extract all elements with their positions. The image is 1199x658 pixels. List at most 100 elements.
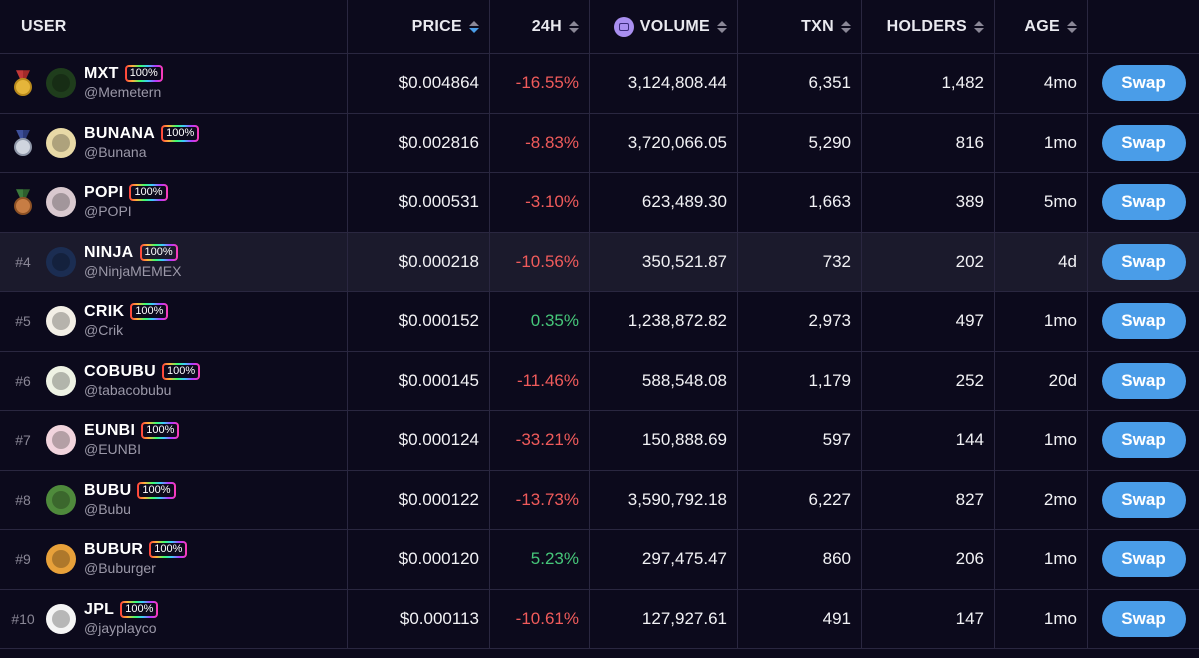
token-handle[interactable]: @jayplayco <box>84 619 157 636</box>
token-identity: BUNANA 100% @Bunana <box>84 124 199 162</box>
token-avatar <box>46 127 76 158</box>
holders-cell: 206 <box>862 530 995 589</box>
age-value: 1mo <box>1043 430 1077 450</box>
change-cell: 0.35% <box>490 292 590 351</box>
txn-value: 597 <box>822 430 851 450</box>
age-value: 1mo <box>1043 132 1077 152</box>
holders-value: 206 <box>955 549 984 569</box>
age-cell: 1mo <box>995 589 1088 648</box>
token-name[interactable]: CRIK <box>84 303 125 321</box>
table-row[interactable]: #10 JPL 100% @jayplayco $0.000113 -10.61… <box>0 589 1199 649</box>
price-cell: $0.000122 <box>348 470 490 529</box>
change-value: -16.55% <box>515 73 579 93</box>
action-cell: Swap <box>1088 530 1199 589</box>
sort-icon[interactable] <box>569 20 579 33</box>
token-name[interactable]: MXT <box>84 65 119 83</box>
token-identity: COBUBU 100% @tabacobubu <box>84 362 200 400</box>
token-handle[interactable]: @Buburger <box>84 560 156 577</box>
token-name[interactable]: EUNBI <box>84 422 136 440</box>
table-row[interactable]: #6 COBUBU 100% @tabacobubu $0.000145 -11… <box>0 351 1199 411</box>
change-value: 5.23% <box>530 549 579 569</box>
token-handle[interactable]: @Crik <box>84 322 124 339</box>
sort-icon[interactable] <box>1067 20 1077 33</box>
token-identity: EUNBI 100% @EUNBI <box>84 421 179 459</box>
token-cell[interactable]: #9 BUBUR 100% @Buburger <box>0 530 348 589</box>
token-cell[interactable]: #10 JPL 100% @jayplayco <box>0 589 348 648</box>
table-row[interactable]: #5 CRIK 100% @Crik $0.000152 0.35% 1,238… <box>0 292 1199 352</box>
swap-button[interactable]: Swap <box>1101 303 1186 340</box>
table-row[interactable]: #7 EUNBI 100% @EUNBI $0.000124 -33.21% 1… <box>0 411 1199 471</box>
swap-button[interactable]: Swap <box>1101 481 1186 518</box>
swap-button[interactable]: Swap <box>1101 541 1186 578</box>
percent-badge: 100% <box>140 244 178 261</box>
column-header-action <box>1088 0 1199 53</box>
token-handle[interactable]: @Bubu <box>84 500 131 517</box>
token-handle[interactable]: @EUNBI <box>84 441 141 458</box>
token-name[interactable]: JPL <box>84 600 115 618</box>
token-name[interactable]: NINJA <box>84 243 134 261</box>
column-header-age[interactable]: AGE <box>995 0 1088 53</box>
token-name[interactable]: POPI <box>84 184 124 202</box>
change-value: -3.10% <box>525 192 579 212</box>
table-row[interactable]: #4 NINJA 100% @NinjaMEMEX $0.000218 -10.… <box>0 232 1199 292</box>
swap-button[interactable]: Swap <box>1101 362 1186 399</box>
percent-badge: 100% <box>149 541 187 558</box>
column-header-24h[interactable]: 24H <box>490 0 590 53</box>
table-row[interactable]: BUNANA 100% @Bunana $0.002816 -8.83% 3,7… <box>0 113 1199 173</box>
column-header-volume[interactable]: VOLUME <box>590 0 738 53</box>
swap-button[interactable]: Swap <box>1101 243 1186 280</box>
token-cell[interactable]: #6 COBUBU 100% @tabacobubu <box>0 351 348 410</box>
table-row[interactable]: POPI 100% @POPI $0.000531 -3.10% 623,489… <box>0 173 1199 233</box>
token-name[interactable]: BUBUR <box>84 541 144 559</box>
swap-button[interactable]: Swap <box>1101 422 1186 459</box>
token-handle[interactable]: @POPI <box>84 203 132 220</box>
token-name[interactable]: BUBU <box>84 481 132 499</box>
sort-icon[interactable] <box>841 20 851 33</box>
percent-badge: 100% <box>129 184 167 201</box>
token-handle[interactable]: @NinjaMEMEX <box>84 262 182 279</box>
token-handle[interactable]: @Bunana <box>84 143 147 160</box>
volume-value: 350,521.87 <box>641 251 727 271</box>
txn-cell: 597 <box>738 411 862 470</box>
table-row[interactable]: #9 BUBUR 100% @Buburger $0.000120 5.23% … <box>0 530 1199 590</box>
swap-button[interactable]: Swap <box>1101 184 1186 221</box>
token-cell[interactable]: #5 CRIK 100% @Crik <box>0 292 348 351</box>
token-handle[interactable]: @tabacobubu <box>84 381 172 398</box>
sort-icon[interactable] <box>717 20 727 33</box>
column-header-price[interactable]: PRICE <box>348 0 490 53</box>
token-avatar <box>46 484 76 515</box>
swap-button[interactable]: Swap <box>1101 600 1186 637</box>
change-value: -33.21% <box>515 430 579 450</box>
sort-icon[interactable] <box>974 20 984 33</box>
percent-badge: 100% <box>141 422 179 439</box>
volume-cell: 1,238,872.82 <box>590 292 738 351</box>
action-cell: Swap <box>1088 233 1199 292</box>
action-cell: Swap <box>1088 292 1199 351</box>
change-value: -8.83% <box>525 132 579 152</box>
table-row[interactable]: MXT 100% @Memetern $0.004864 -16.55% 3,1… <box>0 54 1199 114</box>
column-header-user[interactable]: USER <box>0 0 348 53</box>
swap-button[interactable]: Swap <box>1101 65 1186 102</box>
age-value: 4mo <box>1043 73 1077 93</box>
column-header-txn[interactable]: TXN <box>738 0 862 53</box>
price-cell: $0.000218 <box>348 232 490 291</box>
token-cell[interactable]: MXT 100% @Memetern <box>0 54 348 113</box>
token-identity: BUBUR 100% @Buburger <box>84 540 187 578</box>
token-cell[interactable]: #8 BUBU 100% @Bubu <box>0 470 348 529</box>
token-name[interactable]: BUNANA <box>84 124 156 142</box>
sort-icon[interactable] <box>469 20 479 33</box>
token-handle[interactable]: @Memetern <box>84 84 162 101</box>
age-cell: 1mo <box>995 292 1088 351</box>
token-cell[interactable]: #4 NINJA 100% @NinjaMEMEX <box>0 232 348 291</box>
token-cell[interactable]: POPI 100% @POPI <box>0 173 348 232</box>
price-value: $0.002816 <box>398 132 479 152</box>
token-name[interactable]: COBUBU <box>84 362 157 380</box>
age-value: 1mo <box>1043 549 1077 569</box>
swap-button[interactable]: Swap <box>1101 124 1186 161</box>
column-header-holders[interactable]: HOLDERS <box>862 0 995 53</box>
token-cell[interactable]: BUNANA 100% @Bunana <box>0 113 348 172</box>
token-cell[interactable]: #7 EUNBI 100% @EUNBI <box>0 411 348 470</box>
volume-cell: 350,521.87 <box>590 232 738 291</box>
table-row[interactable]: #8 BUBU 100% @Bubu $0.000122 -13.73% 3,5… <box>0 470 1199 530</box>
age-cell: 5mo <box>995 173 1088 232</box>
